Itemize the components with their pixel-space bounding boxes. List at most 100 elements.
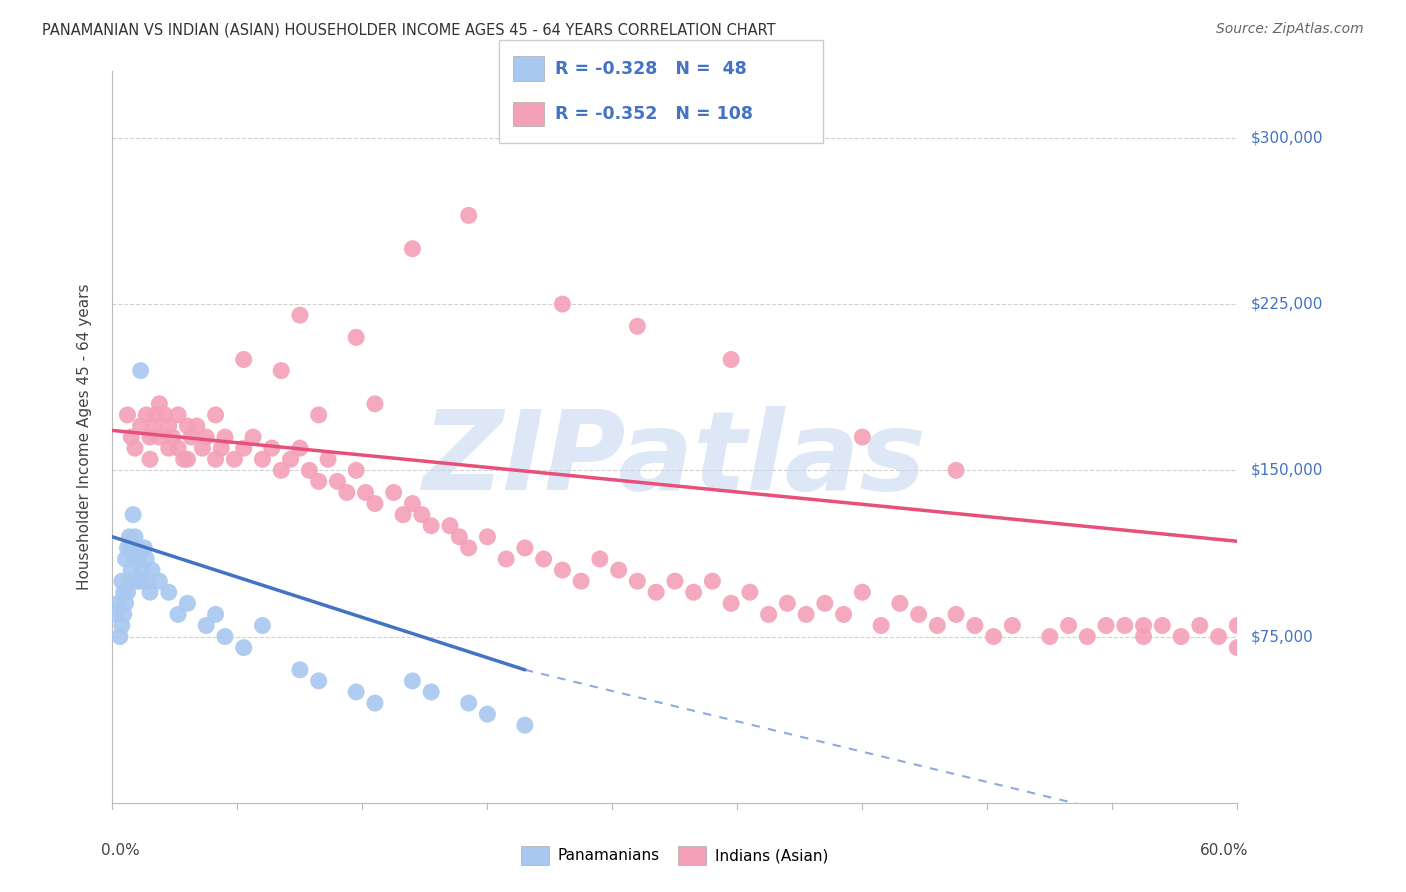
- Point: [270, 363, 292, 377]
- Point: [1132, 618, 1154, 632]
- Point: [382, 485, 405, 500]
- Point: [125, 574, 148, 589]
- Point: [1208, 630, 1230, 644]
- Point: [927, 618, 949, 632]
- Point: [167, 441, 190, 455]
- Point: [142, 419, 165, 434]
- Point: [242, 430, 264, 444]
- Point: [117, 585, 139, 599]
- Point: [870, 618, 893, 632]
- Point: [134, 541, 156, 555]
- Point: [439, 518, 461, 533]
- Point: [308, 408, 330, 422]
- Point: [344, 330, 367, 344]
- Point: [1076, 630, 1098, 644]
- Point: [145, 408, 167, 422]
- Point: [204, 408, 226, 422]
- Point: [167, 408, 190, 422]
- Point: [135, 552, 157, 566]
- Point: [117, 408, 139, 422]
- Point: [118, 530, 141, 544]
- Text: R = -0.328   N =  48: R = -0.328 N = 48: [555, 60, 747, 78]
- Point: [204, 607, 226, 622]
- Point: [720, 596, 742, 610]
- Point: [114, 596, 136, 610]
- Point: [308, 673, 330, 688]
- Point: [551, 297, 574, 311]
- Point: [589, 552, 612, 566]
- Point: [513, 541, 536, 555]
- Point: [111, 618, 134, 632]
- Point: [457, 696, 479, 710]
- Point: [214, 430, 236, 444]
- Point: [136, 574, 159, 589]
- Point: [758, 607, 780, 622]
- Point: [551, 563, 574, 577]
- Point: [224, 452, 246, 467]
- Point: [118, 574, 141, 589]
- Point: [851, 430, 873, 444]
- Point: [420, 518, 443, 533]
- Point: [1226, 640, 1249, 655]
- Point: [157, 419, 180, 434]
- Point: [354, 485, 377, 500]
- Point: [173, 452, 195, 467]
- Point: [107, 596, 129, 610]
- Point: [449, 530, 471, 544]
- Point: [1152, 618, 1174, 632]
- Point: [814, 596, 837, 610]
- Point: [191, 441, 214, 455]
- Point: [776, 596, 799, 610]
- Point: [122, 508, 145, 522]
- Point: [209, 441, 232, 455]
- Point: [983, 630, 1005, 644]
- Text: 60.0%: 60.0%: [1201, 843, 1249, 858]
- Point: [569, 574, 592, 589]
- Text: $300,000: $300,000: [1251, 130, 1323, 145]
- Point: [364, 397, 387, 411]
- Point: [945, 463, 967, 477]
- Point: [626, 574, 648, 589]
- Point: [124, 441, 146, 455]
- Point: [420, 685, 443, 699]
- Point: [195, 618, 218, 632]
- Point: [129, 363, 152, 377]
- Point: [1095, 618, 1118, 632]
- Point: [288, 663, 311, 677]
- Point: [401, 673, 423, 688]
- Point: [1132, 630, 1154, 644]
- Point: [129, 574, 152, 589]
- Point: [128, 552, 150, 566]
- Point: [702, 574, 724, 589]
- Point: [232, 640, 254, 655]
- Text: $150,000: $150,000: [1251, 463, 1323, 478]
- Point: [176, 452, 198, 467]
- Point: [153, 408, 176, 422]
- Point: [139, 585, 162, 599]
- Point: [120, 541, 142, 555]
- Point: [157, 585, 180, 599]
- Point: [794, 607, 817, 622]
- Point: [607, 563, 630, 577]
- Y-axis label: Householder Income Ages 45 - 64 years: Householder Income Ages 45 - 64 years: [77, 284, 91, 591]
- Point: [280, 452, 302, 467]
- Point: [141, 563, 163, 577]
- Point: [232, 352, 254, 367]
- Point: [1170, 630, 1192, 644]
- Point: [120, 430, 142, 444]
- Text: $75,000: $75,000: [1251, 629, 1315, 644]
- Point: [533, 552, 555, 566]
- Point: [105, 607, 128, 622]
- Point: [288, 441, 311, 455]
- Point: [135, 408, 157, 422]
- Point: [495, 552, 517, 566]
- Point: [298, 463, 321, 477]
- Point: [682, 585, 704, 599]
- Point: [167, 607, 190, 622]
- Point: [907, 607, 929, 622]
- Point: [336, 485, 359, 500]
- Point: [645, 585, 668, 599]
- Text: R = -0.352   N = 108: R = -0.352 N = 108: [555, 105, 754, 123]
- Point: [457, 541, 479, 555]
- Point: [270, 463, 292, 477]
